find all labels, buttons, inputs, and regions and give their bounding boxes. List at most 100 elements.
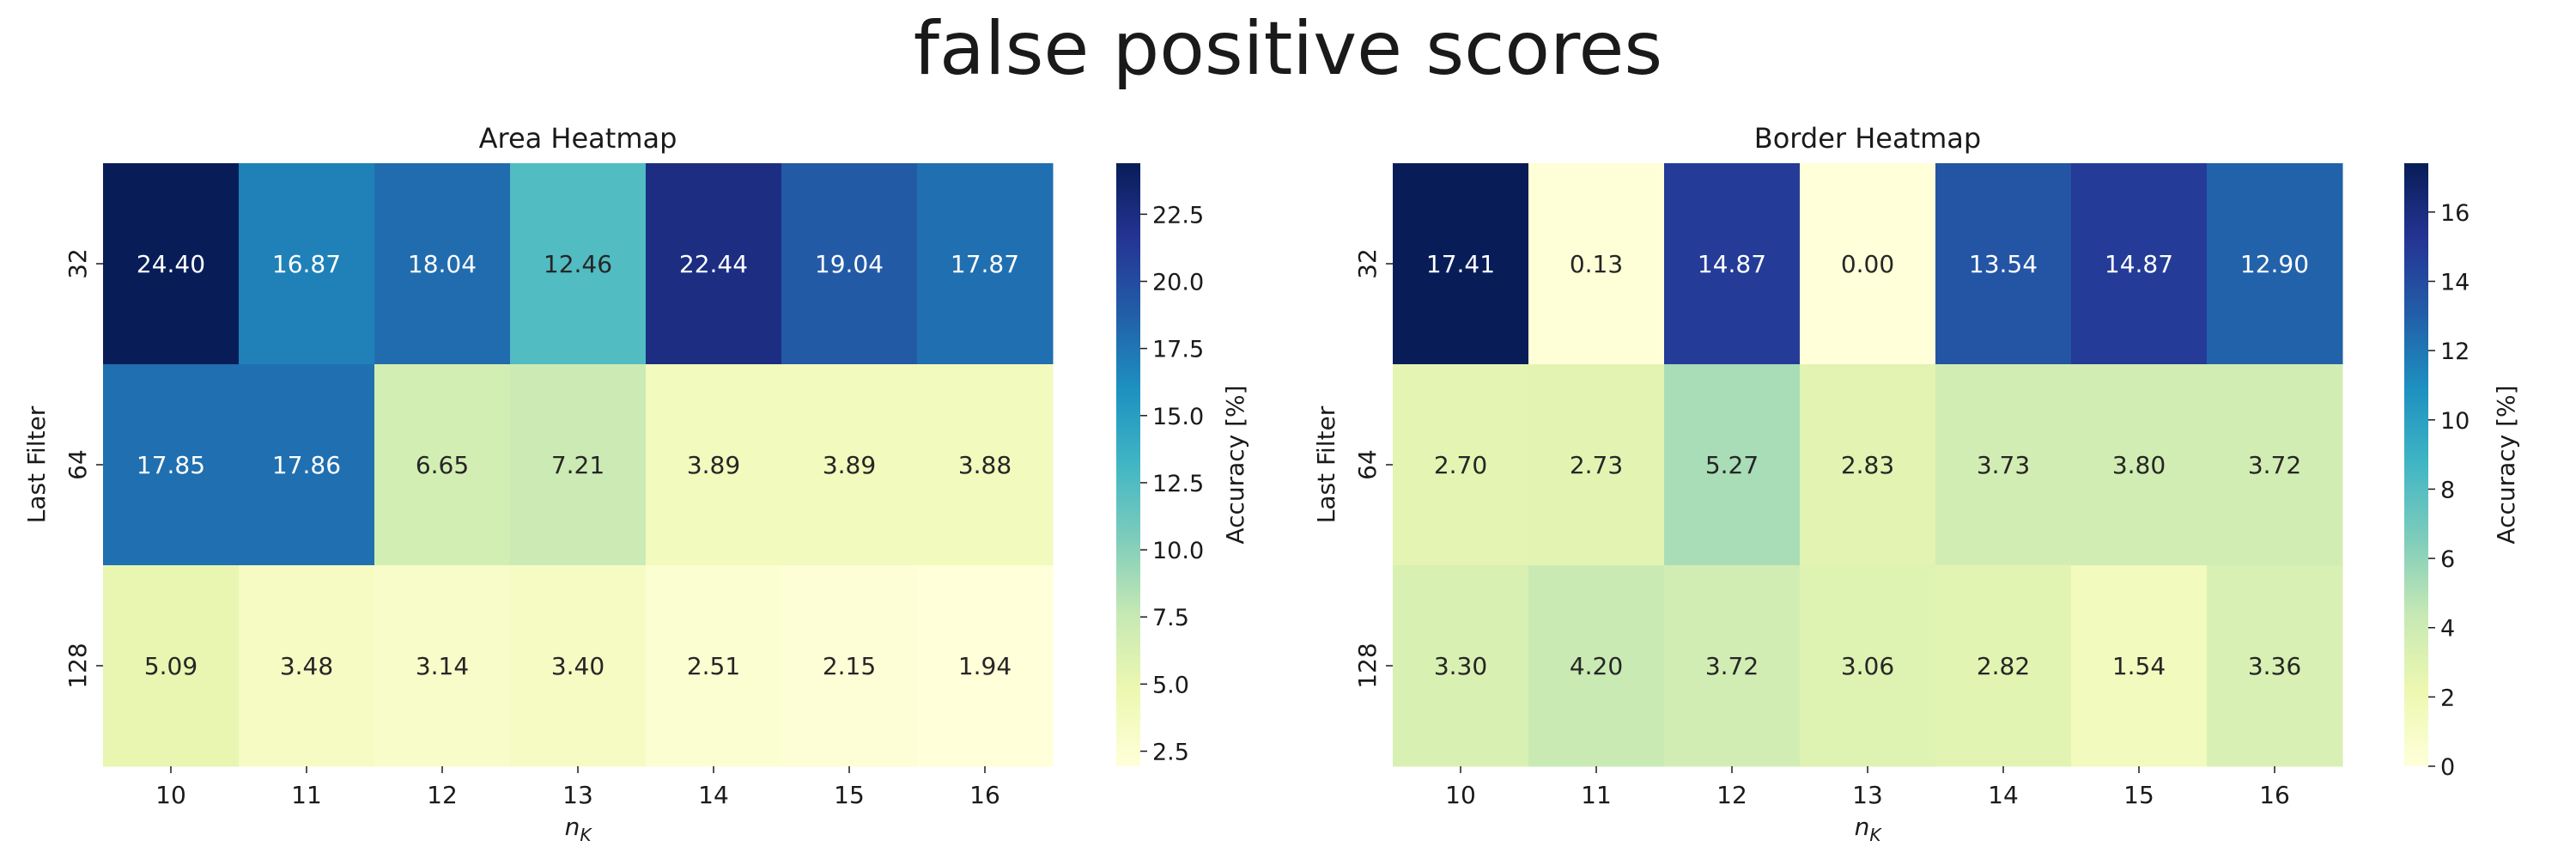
cell-value-label: 24.40 — [137, 250, 205, 278]
cell-value-label: 18.04 — [408, 250, 477, 278]
heatmap-cell — [646, 163, 782, 365]
cell-value-label: 2.82 — [1977, 652, 2030, 680]
colorbar-tick-label: 6 — [2440, 546, 2455, 573]
cell-value-label: 14.87 — [1698, 250, 1766, 278]
y-axis-label: Last Filter — [22, 405, 51, 523]
x-tick-label: 10 — [155, 781, 186, 809]
cell-value-label: 0.13 — [1570, 250, 1623, 278]
y-axis-label: Last Filter — [1312, 405, 1340, 523]
x-axis-label: nK — [565, 813, 593, 845]
cell-value-label: 17.86 — [272, 451, 341, 479]
cell-value-label: 2.73 — [1570, 451, 1623, 479]
heatmap-cell — [1935, 565, 2072, 767]
colorbar-tick-label: 2 — [2440, 685, 2455, 711]
cell-value-label: 19.04 — [815, 250, 884, 278]
heatmap-cell — [1800, 364, 1936, 566]
heatmap-cell — [510, 565, 647, 767]
colorbar-tick-label: 2.5 — [1152, 739, 1189, 765]
cell-value-label: 3.80 — [2112, 451, 2166, 479]
heatmap-cell — [1528, 364, 1665, 566]
cell-value-label: 3.30 — [1434, 652, 1487, 680]
colorbar-tick-label: 0 — [2440, 754, 2455, 781]
cell-value-label: 14.87 — [2105, 250, 2173, 278]
heatmap-cell — [374, 163, 511, 365]
cell-value-label: 3.89 — [687, 451, 740, 479]
colorbar-tick-label: 20.0 — [1152, 270, 1204, 296]
cell-value-label: 3.40 — [551, 652, 605, 680]
cell-value-label: 17.41 — [1426, 250, 1495, 278]
heatmap-cell — [917, 565, 1054, 767]
x-axis-label: nK — [1855, 813, 1883, 845]
y-tick-label: 64 — [64, 449, 92, 480]
heatmap-cell — [1664, 565, 1801, 767]
cell-value-label: 3.72 — [2248, 451, 2301, 479]
heatmap-cell — [239, 565, 375, 767]
heatmap-cell — [1935, 163, 2072, 365]
heatmap-cell — [374, 364, 511, 566]
heatmap-cell — [646, 565, 782, 767]
heatmap-cell — [646, 364, 782, 566]
colorbar-label: Accuracy [%] — [1221, 385, 1249, 544]
cell-value-label: 7.21 — [551, 451, 605, 479]
heatmap-cell — [2207, 163, 2343, 365]
heatmap-cell — [1664, 163, 1801, 365]
colorbar — [1116, 163, 1140, 766]
heatmap-cell — [2071, 163, 2208, 365]
heatmap-cell — [1800, 565, 1936, 767]
y-tick-label: 32 — [64, 248, 92, 279]
cell-value-label: 22.44 — [679, 250, 748, 278]
colorbar-tick-label: 14 — [2440, 269, 2470, 295]
colorbar-tick-label: 12.5 — [1152, 471, 1204, 497]
y-tick-label: 32 — [1353, 248, 1382, 279]
x-tick-label: 14 — [1988, 781, 2019, 809]
x-tick-label: 16 — [2259, 781, 2290, 809]
heatmap-cell — [239, 364, 375, 566]
cell-value-label: 2.83 — [1841, 451, 1894, 479]
heatmap-cell — [103, 565, 240, 767]
heatmap-cell — [1528, 163, 1665, 365]
panel-title: Border Heatmap — [1754, 122, 1981, 155]
heatmap-panel-2: Border Heatmap 17.41 0.13 14.87 0.00 13.54 14.… — [1312, 122, 2520, 845]
cell-value-label: 13.54 — [1969, 250, 2038, 278]
heatmap-cell — [239, 163, 375, 365]
cell-value-label: 12.90 — [2240, 250, 2309, 278]
cell-value-label: 16.87 — [272, 250, 341, 278]
colorbar-tick-label: 5.0 — [1152, 672, 1189, 698]
x-tick-label: 11 — [291, 781, 322, 809]
heatmap-cell — [374, 565, 511, 767]
cell-value-label: 12.46 — [544, 250, 612, 278]
heatmap-cell — [1393, 565, 1529, 767]
x-tick-label: 11 — [1581, 781, 1612, 809]
x-tick-label: 13 — [562, 781, 593, 809]
colorbar-tick-label: 15.0 — [1152, 404, 1204, 430]
heatmap-cell — [2207, 364, 2343, 566]
heatmap-cell — [1393, 163, 1529, 365]
colorbar-tick-label: 22.5 — [1152, 202, 1204, 228]
colorbar-tick-label: 17.5 — [1152, 337, 1204, 363]
heatmap-cell — [1528, 565, 1665, 767]
cell-value-label: 2.70 — [1434, 451, 1487, 479]
cell-value-label: 5.27 — [1705, 451, 1759, 479]
cell-value-label: 3.36 — [2248, 652, 2301, 680]
heatmap-cell — [2071, 565, 2208, 767]
cell-value-label: 0.00 — [1841, 250, 1894, 278]
x-tick-label: 16 — [969, 781, 1000, 809]
cell-value-label: 6.65 — [416, 451, 469, 479]
cell-value-label: 3.06 — [1841, 652, 1894, 680]
colorbar-tick-label: 16 — [2440, 200, 2470, 227]
heatmap-cell — [2207, 565, 2343, 767]
colorbar-tick-label: 8 — [2440, 477, 2455, 503]
heatmap-cell — [781, 565, 918, 767]
colorbar-tick-label: 12 — [2440, 338, 2470, 365]
colorbar — [2404, 163, 2428, 766]
heatmap-cell — [103, 163, 240, 365]
heatmap-cell — [1393, 364, 1529, 566]
colorbar-tick-label: 10.0 — [1152, 538, 1204, 564]
cell-value-label: 3.73 — [1977, 451, 2030, 479]
cell-value-label: 2.51 — [687, 652, 740, 680]
cell-value-label: 3.89 — [823, 451, 876, 479]
heatmap-cell — [103, 364, 240, 566]
heatmap-cell — [1800, 163, 1936, 365]
cell-value-label: 3.72 — [1705, 652, 1759, 680]
